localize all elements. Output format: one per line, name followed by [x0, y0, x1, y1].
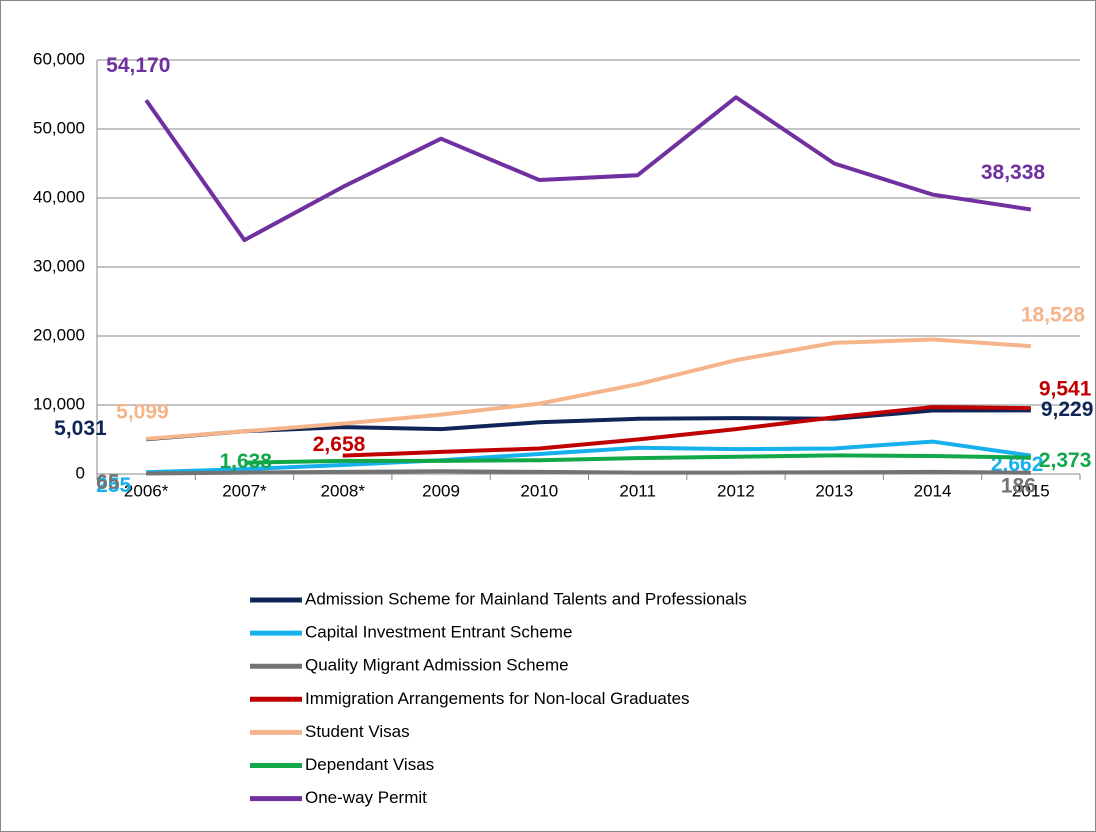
data-label: 2,658	[313, 433, 366, 456]
y-tick-label: 40,000	[33, 187, 85, 206]
data-label: 54,170	[106, 54, 170, 77]
x-tick-label: 2012	[717, 481, 755, 500]
y-tick-label: 20,000	[33, 325, 85, 344]
data-label: 2,373	[1039, 449, 1092, 472]
series-line	[146, 469, 1031, 476]
x-tick-label: 2006*	[124, 481, 169, 500]
x-tick-label: 2015	[1012, 481, 1050, 500]
data-label: 9,541	[1039, 378, 1092, 401]
legend-label: Dependant Visas	[305, 755, 434, 774]
series-line	[146, 439, 1032, 475]
x-tick-label: 2009	[422, 481, 460, 500]
x-tick-label: 2011	[619, 481, 656, 500]
legend-label: Capital Investment Entrant Scheme	[305, 623, 572, 642]
x-tick-label: 2008*	[321, 481, 366, 500]
data-label: 1,638	[219, 450, 272, 473]
x-tick-label: 2014	[914, 481, 952, 500]
x-tick-label: 2013	[815, 481, 853, 500]
legend-label: One-way Permit	[305, 788, 427, 807]
y-tick-label: 50,000	[33, 118, 85, 137]
data-label: 186	[1001, 474, 1036, 497]
y-tick-label: 0	[76, 463, 85, 482]
y-tick-label: 10,000	[33, 394, 85, 413]
y-tick-label: 60,000	[33, 49, 85, 68]
series-line	[244, 453, 1031, 465]
legend-label: Student Visas	[305, 722, 410, 741]
y-tick-label: 30,000	[33, 256, 85, 275]
legend-label: Immigration Arrangements for Non-local G…	[305, 689, 690, 708]
data-label: 9,229	[1041, 398, 1094, 421]
series-line	[144, 95, 1032, 243]
data-label: 5,031	[54, 417, 107, 440]
data-label: 255	[96, 474, 131, 497]
x-tick-label: 2010	[520, 481, 558, 500]
data-label: 18,528	[1021, 304, 1086, 327]
series-line	[342, 405, 1031, 458]
data-label: 5,099	[116, 400, 169, 423]
legend-label: Quality Migrant Admission Scheme	[305, 656, 569, 675]
legend-label: Admission Scheme for Mainland Talents an…	[305, 589, 747, 608]
data-label: 38,338	[981, 161, 1046, 184]
data-label: 65	[96, 471, 120, 494]
series-line	[145, 337, 1031, 441]
x-tick-label: 2007*	[222, 481, 267, 500]
